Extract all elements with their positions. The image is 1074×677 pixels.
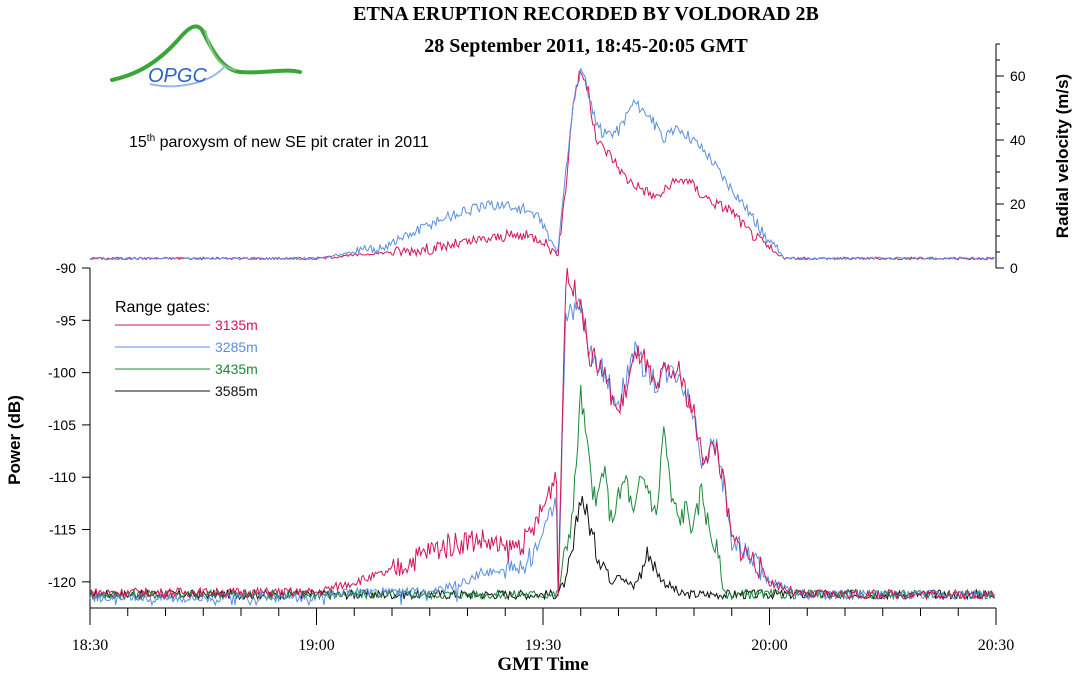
time-tick-label: 19:00: [298, 637, 334, 654]
time-axis-label: GMT Time: [497, 654, 588, 675]
power-series-3135m: [89, 268, 995, 601]
power-tick-label: -110: [49, 469, 76, 485]
velocity-axis: 0 20 40 60 Radial velocity (m/s): [995, 43, 1072, 276]
velocity-tick-label: 0: [1010, 260, 1018, 276]
power-series-group: [89, 268, 995, 607]
power-series-3585m: [89, 496, 995, 601]
power-tick-label: -120: [48, 574, 76, 590]
annotation-text: 15th paroxysm of new SE pit crater in 20…: [129, 133, 429, 151]
power-axis-label: Power (dB): [5, 395, 24, 485]
power-tick-label: -95: [56, 312, 76, 328]
velocity-tick-label: 60: [1010, 68, 1026, 84]
velocity-series-3135m: [89, 70, 995, 261]
legend-label: 3285m: [215, 339, 258, 355]
legend-item-3285m: 3285m: [115, 339, 258, 355]
legend-label: 3435m: [215, 361, 258, 377]
legend-item-3435m: 3435m: [115, 361, 258, 377]
legend-item-3135m: 3135m: [115, 317, 258, 333]
legend: Range gates: 3135m 3285m 3435m 3585m: [115, 299, 258, 399]
opgc-logo: OPGC: [110, 24, 302, 88]
time-tick-label: 18:30: [72, 637, 108, 654]
velocity-series-group: [89, 68, 995, 261]
power-tick-label: -105: [48, 417, 76, 433]
time-tick-label: 20:30: [978, 637, 1014, 654]
logo-text: OPGC: [148, 65, 207, 87]
time-axis: 18:30 19:00 19:30 20:00 20:30 GMT Time: [72, 607, 1014, 675]
power-tick-label: -115: [49, 522, 76, 538]
chart-title: ETNA ERUPTION RECORDED BY VOLDORAD 2B: [353, 3, 819, 25]
velocity-tick-label: 20: [1010, 196, 1026, 212]
legend-title: Range gates:: [115, 299, 210, 316]
power-axis: -90 -95 -100 -105 -110 -115 -120 Power (dB): [5, 260, 91, 608]
velocity-tick-label: 40: [1010, 132, 1026, 148]
power-series-3285m: [89, 298, 995, 607]
power-series-3435m: [89, 384, 995, 601]
velocity-series-3285m: [89, 68, 995, 261]
chart-subtitle: 28 September 2011, 18:45-20:05 GMT: [424, 35, 748, 57]
legend-item-3585m: 3585m: [115, 383, 258, 399]
time-tick-label: 19:30: [525, 637, 561, 654]
legend-label: 3585m: [215, 383, 258, 399]
power-tick-label: -90: [56, 260, 76, 276]
velocity-axis-label: Radial velocity (m/s): [1053, 74, 1072, 238]
time-tick-label: 20:00: [751, 637, 787, 654]
legend-label: 3135m: [215, 317, 258, 333]
power-tick-label: -100: [48, 365, 76, 381]
